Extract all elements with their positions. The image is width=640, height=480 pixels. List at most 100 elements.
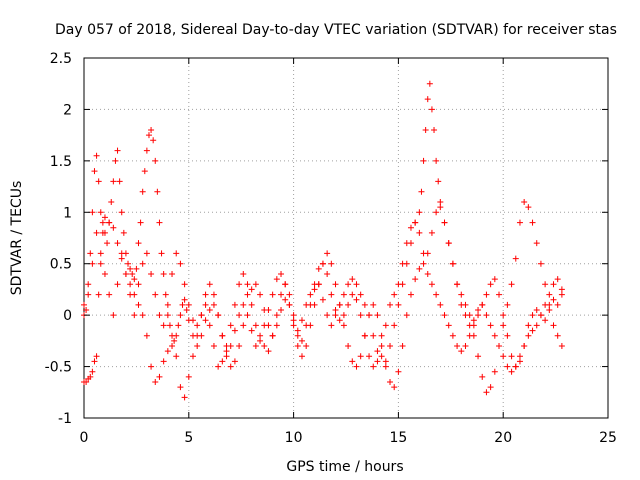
data-point [95, 291, 102, 298]
data-point [206, 307, 213, 313]
data-point [160, 358, 167, 365]
data-point [491, 276, 498, 283]
data-point [278, 307, 285, 313]
x-axis-label: GPS time / hours [286, 459, 403, 475]
data-point [131, 312, 138, 319]
data-point [458, 291, 465, 298]
data-point [378, 353, 385, 360]
data-point [353, 281, 360, 288]
data-point [441, 312, 448, 319]
data-point [257, 332, 264, 339]
data-point [345, 301, 352, 308]
data-point [129, 271, 136, 277]
y-tick-label: -1 [58, 411, 72, 427]
data-point [387, 379, 394, 385]
data-point [91, 358, 98, 365]
x-tick-label: 20 [494, 430, 512, 446]
data-point [416, 229, 423, 236]
data-point [104, 240, 111, 247]
data-point [265, 307, 272, 313]
data-point [303, 343, 310, 349]
data-point [160, 271, 167, 277]
data-point [370, 301, 377, 308]
data-point [210, 291, 217, 298]
data-point [85, 281, 92, 288]
data-point [315, 265, 322, 272]
data-point [512, 255, 519, 262]
data-point [533, 307, 540, 313]
data-point [95, 178, 102, 185]
data-point [139, 312, 146, 319]
data-point [332, 307, 339, 313]
data-point [470, 317, 477, 324]
data-point [290, 312, 297, 319]
data-point [183, 307, 190, 313]
data-point [554, 276, 561, 283]
data-point [428, 281, 435, 288]
data-point [202, 317, 209, 324]
data-point [185, 373, 192, 380]
data-point [118, 209, 125, 216]
data-point [101, 271, 108, 277]
data-point [206, 281, 213, 288]
series-3 [81, 219, 565, 370]
data-point [273, 312, 280, 319]
data-point [395, 301, 402, 308]
x-tick-label: 25 [599, 430, 617, 446]
data-point [533, 240, 540, 247]
data-point [521, 343, 528, 349]
data-point [470, 322, 477, 329]
x-tick-label: 15 [389, 430, 407, 446]
data-point [403, 240, 410, 247]
data-point [311, 286, 318, 293]
data-point [231, 358, 238, 365]
data-point [412, 276, 419, 283]
data-point [290, 322, 297, 329]
data-point [139, 260, 146, 267]
data-point [422, 127, 429, 133]
data-point [319, 260, 326, 267]
data-point [475, 312, 482, 319]
data-point [420, 157, 427, 164]
y-tick-label: 0.5 [50, 257, 72, 273]
data-point [441, 219, 448, 226]
data-point [135, 240, 142, 247]
data-point [558, 343, 565, 349]
data-point [181, 394, 188, 401]
data-point [223, 353, 230, 360]
data-point [185, 301, 192, 308]
data-point [120, 229, 127, 236]
data-point [143, 147, 150, 154]
data-point [483, 312, 490, 319]
data-point [282, 296, 289, 303]
data-point [416, 209, 423, 216]
data-point [143, 250, 150, 257]
data-point [508, 281, 515, 288]
data-point [257, 291, 264, 298]
data-point [546, 301, 553, 308]
data-point [219, 332, 226, 339]
data-point [479, 373, 486, 380]
data-point [550, 281, 557, 288]
data-point [433, 291, 440, 298]
data-point [89, 209, 96, 216]
data-point [93, 152, 100, 159]
data-point [370, 363, 377, 370]
data-point [378, 343, 385, 349]
data-point [127, 291, 134, 298]
data-point [529, 219, 536, 226]
data-point [164, 348, 171, 355]
y-tick-label: -0.5 [45, 360, 72, 376]
data-point [154, 188, 161, 195]
data-point [435, 178, 442, 185]
data-point [97, 209, 104, 216]
data-point [244, 291, 251, 298]
data-point [175, 322, 182, 329]
data-point [106, 219, 113, 226]
data-point [261, 322, 268, 329]
data-point [257, 337, 264, 344]
data-point [99, 219, 106, 226]
data-point [122, 271, 129, 277]
data-point [512, 363, 519, 370]
data-point [236, 312, 243, 319]
